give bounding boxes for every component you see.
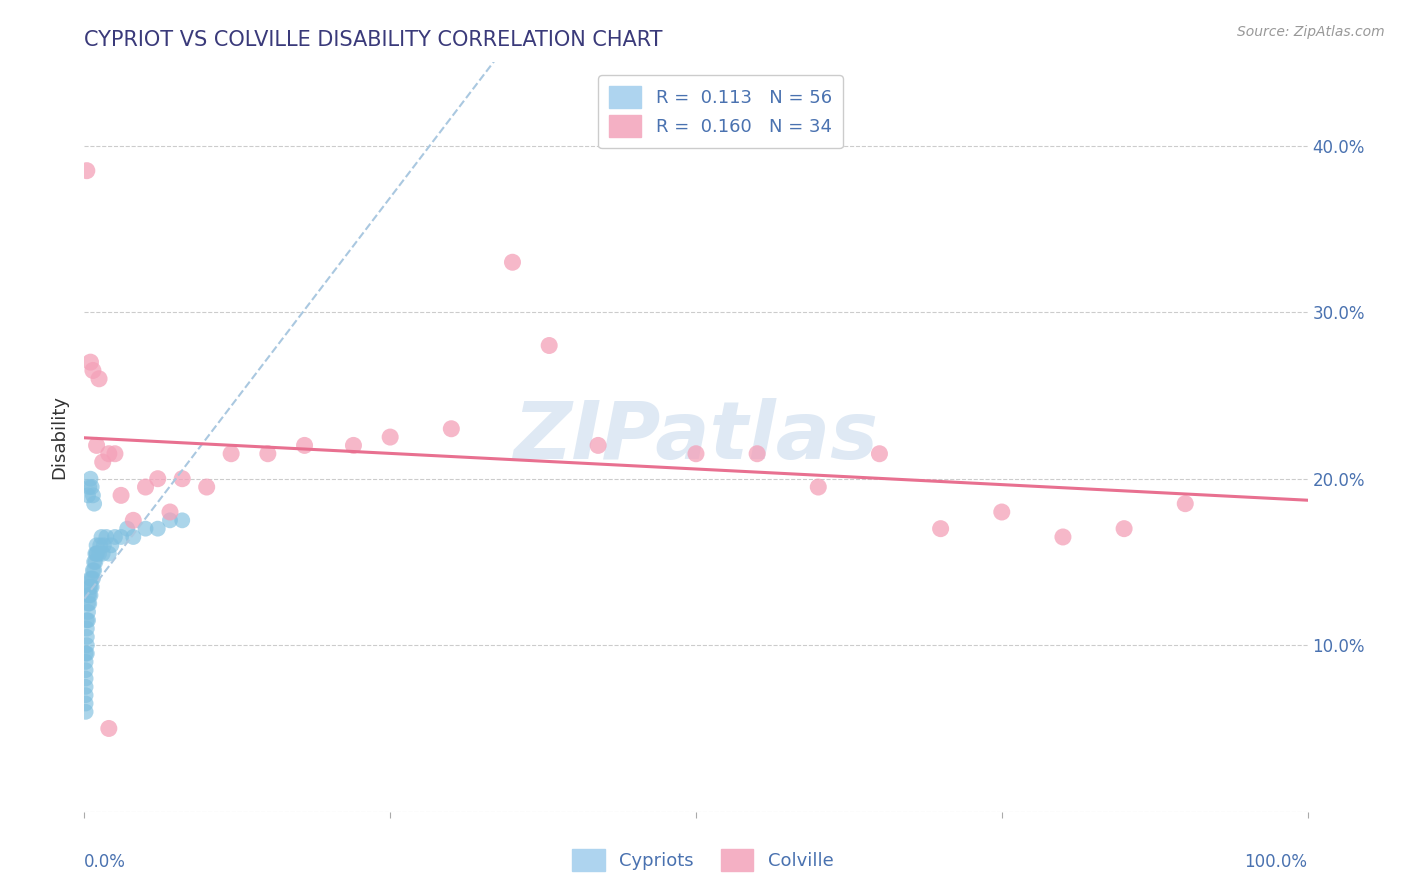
Point [79, 588, 101, 602]
Point [83, 497, 105, 511]
Point [807, 480, 830, 494]
Point [75, 697, 97, 711]
Point [146, 522, 169, 536]
Point [76, 638, 98, 652]
Point [89, 538, 111, 552]
Point [1052, 530, 1074, 544]
Point [80, 580, 103, 594]
Point [257, 447, 280, 461]
Point [77, 480, 100, 494]
Point [75, 705, 97, 719]
Point [146, 472, 169, 486]
Point [76, 613, 98, 627]
Text: ZIPatlas: ZIPatlas [513, 398, 879, 476]
Point [91, 455, 114, 469]
Point [79, 472, 101, 486]
Point [86, 547, 108, 561]
Text: CYPRIOT VS COLVILLE DISABILITY CORRELATION CHART: CYPRIOT VS COLVILLE DISABILITY CORRELATI… [84, 29, 662, 50]
Legend: R =  0.113   N = 56, R =  0.160   N = 34: R = 0.113 N = 56, R = 0.160 N = 34 [598, 75, 842, 148]
Point [75, 672, 97, 686]
Point [294, 438, 316, 452]
Point [380, 430, 402, 444]
Point [79, 572, 101, 586]
Point [82, 363, 104, 377]
Point [115, 522, 138, 536]
Text: Source: ZipAtlas.com: Source: ZipAtlas.com [1237, 25, 1385, 39]
Legend: Cypriots, Colville: Cypriots, Colville [565, 842, 841, 879]
Point [1114, 522, 1136, 536]
Point [135, 480, 157, 494]
Point [991, 505, 1014, 519]
Point [1174, 497, 1197, 511]
Point [159, 513, 181, 527]
Point [83, 563, 105, 577]
Point [159, 505, 181, 519]
Point [172, 472, 194, 486]
Point [87, 547, 110, 561]
Point [100, 538, 122, 552]
Point [104, 447, 127, 461]
Point [110, 488, 132, 502]
Point [86, 438, 108, 452]
Point [76, 630, 98, 644]
Point [86, 547, 108, 561]
Point [96, 530, 118, 544]
Point [97, 447, 120, 461]
Point [86, 538, 108, 552]
Point [440, 422, 463, 436]
Point [80, 480, 103, 494]
Point [75, 688, 97, 702]
Point [342, 438, 364, 452]
Point [80, 572, 103, 586]
Point [685, 447, 707, 461]
Point [135, 522, 157, 536]
Y-axis label: Disability: Disability [51, 395, 69, 479]
Text: 100.0%: 100.0% [1244, 853, 1308, 871]
Point [172, 513, 194, 527]
Point [122, 513, 145, 527]
Point [76, 163, 98, 178]
Point [79, 355, 101, 369]
Point [75, 663, 97, 677]
Point [502, 255, 524, 269]
Point [929, 522, 952, 536]
Point [82, 488, 104, 502]
Point [90, 530, 112, 544]
Point [84, 547, 107, 561]
Point [869, 447, 891, 461]
Point [77, 588, 100, 602]
Point [77, 597, 100, 611]
Point [75, 680, 97, 694]
Point [84, 555, 107, 569]
Point [93, 538, 115, 552]
Point [77, 488, 100, 502]
Point [91, 547, 114, 561]
Point [77, 580, 100, 594]
Point [747, 447, 769, 461]
Point [77, 605, 100, 619]
Point [77, 613, 100, 627]
Point [586, 438, 609, 452]
Point [76, 647, 98, 661]
Point [195, 480, 218, 494]
Point [538, 338, 561, 352]
Point [83, 555, 105, 569]
Point [104, 530, 127, 544]
Point [75, 655, 97, 669]
Point [77, 588, 100, 602]
Point [82, 572, 104, 586]
Point [76, 622, 98, 636]
Point [97, 547, 120, 561]
Point [110, 530, 132, 544]
Point [75, 647, 97, 661]
Point [79, 580, 101, 594]
Point [122, 530, 145, 544]
Point [77, 597, 100, 611]
Point [87, 372, 110, 386]
Point [82, 563, 104, 577]
Point [219, 447, 242, 461]
Point [97, 722, 120, 736]
Text: 0.0%: 0.0% [84, 853, 127, 871]
